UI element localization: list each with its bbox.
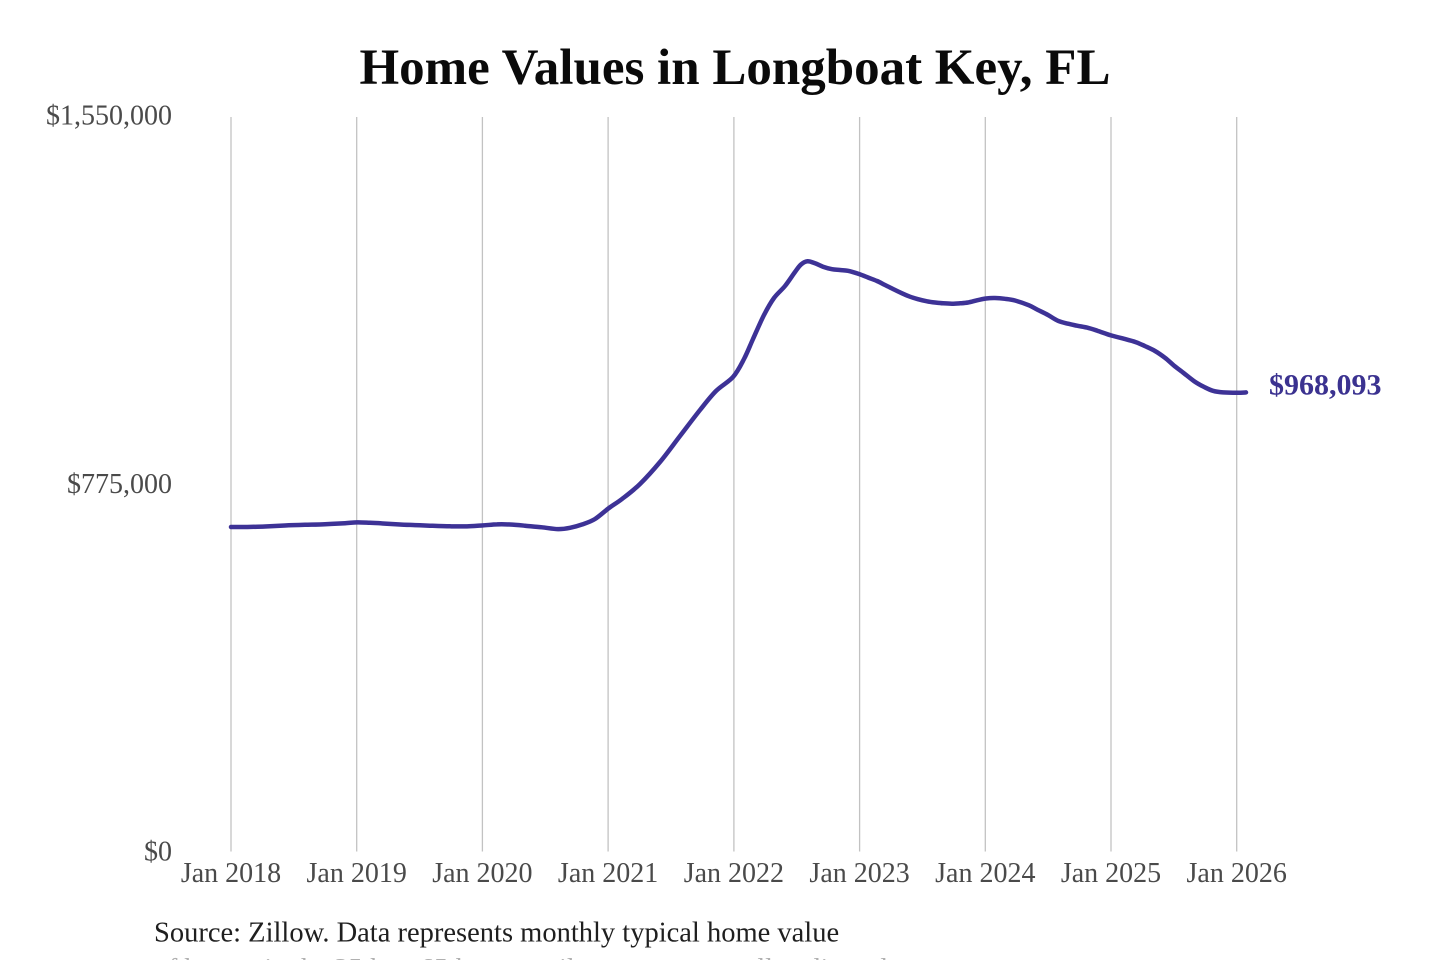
svg-text:$0: $0 xyxy=(144,837,172,868)
svg-text:Jan 2023: Jan 2023 xyxy=(809,858,909,889)
svg-text:Jan 2025: Jan 2025 xyxy=(1061,858,1161,889)
svg-text:Jan 2019: Jan 2019 xyxy=(307,858,407,889)
svg-text:Home Values in Longboat Key, F: Home Values in Longboat Key, FL xyxy=(360,40,1111,96)
svg-text:Source: Zillow. Data represent: Source: Zillow. Data represents monthly … xyxy=(154,918,839,949)
svg-text:Jan 2024: Jan 2024 xyxy=(935,858,1035,889)
svg-text:$1,550,000: $1,550,000 xyxy=(46,101,172,132)
svg-text:of homes in the 35th to 65th p: of homes in the 35th to 65th percentile … xyxy=(154,954,894,960)
svg-text:Jan 2026: Jan 2026 xyxy=(1187,858,1287,889)
svg-text:Jan 2018: Jan 2018 xyxy=(181,858,281,889)
svg-text:$968,093: $968,093 xyxy=(1269,369,1382,402)
svg-text:$775,000: $775,000 xyxy=(67,469,172,500)
svg-text:Jan 2021: Jan 2021 xyxy=(558,858,658,889)
svg-text:Jan 2022: Jan 2022 xyxy=(684,858,784,889)
svg-text:Jan 2020: Jan 2020 xyxy=(432,858,532,889)
